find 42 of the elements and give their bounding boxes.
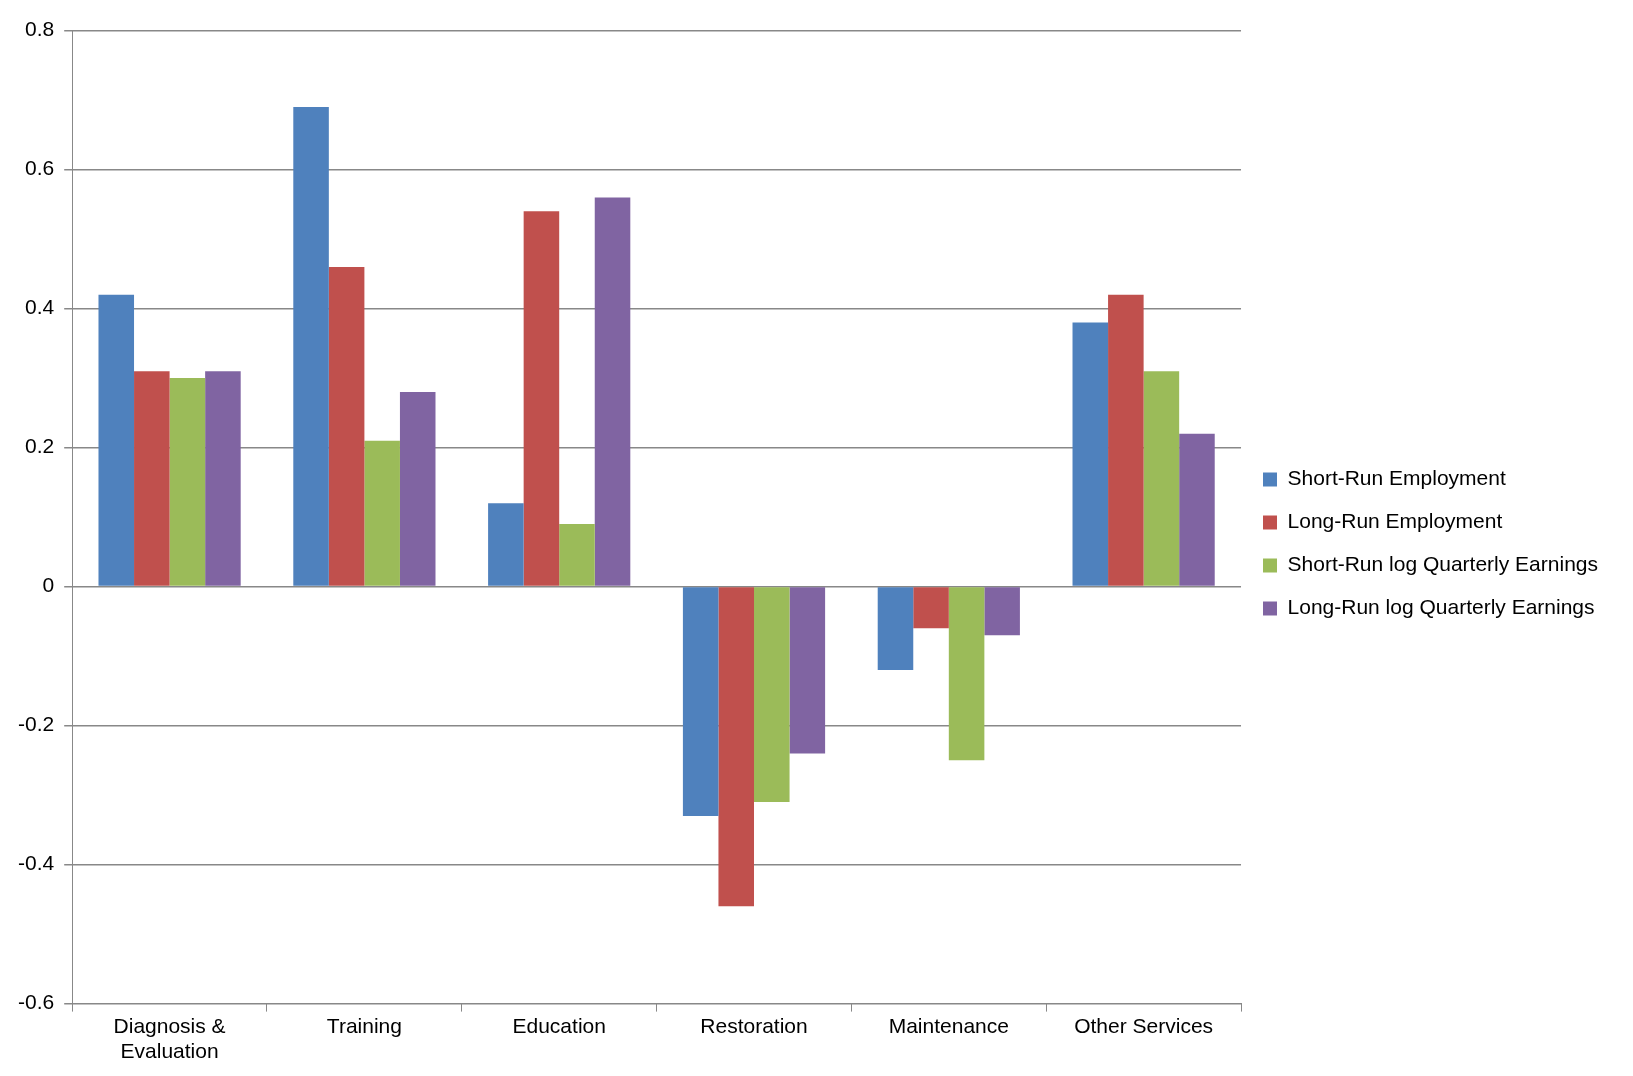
legend-label: Short-Run Employment bbox=[1287, 466, 1506, 490]
bar bbox=[364, 440, 400, 586]
y-tick-label: -0.2 bbox=[18, 712, 55, 736]
bar bbox=[1072, 322, 1109, 586]
bar bbox=[1179, 433, 1215, 586]
x-tick-label: Education bbox=[512, 1014, 606, 1037]
bar bbox=[1143, 371, 1180, 586]
bar bbox=[559, 524, 595, 586]
bar bbox=[1108, 294, 1144, 586]
y-tick-label: 0.8 bbox=[24, 17, 55, 41]
bar bbox=[328, 266, 365, 586]
bar bbox=[169, 378, 206, 586]
y-tick-label: -0.4 bbox=[18, 851, 55, 875]
bar bbox=[913, 587, 949, 629]
bar bbox=[984, 587, 1020, 636]
y-tick-label: 0.2 bbox=[24, 434, 55, 458]
legend-label: Long-Run log Quarterly Earnings bbox=[1287, 595, 1595, 619]
bar bbox=[754, 587, 790, 803]
x-tick-label: Restoration bbox=[700, 1014, 808, 1037]
bar bbox=[98, 294, 135, 586]
bar bbox=[205, 371, 241, 586]
bar bbox=[877, 587, 914, 670]
legend-label: Short-Run log Quarterly Earnings bbox=[1287, 552, 1599, 576]
x-tick-label: Training bbox=[326, 1014, 402, 1037]
bar bbox=[399, 392, 436, 586]
bar bbox=[293, 107, 329, 586]
x-tick-label: Maintenance bbox=[888, 1014, 1009, 1037]
bar bbox=[594, 197, 631, 586]
bar bbox=[789, 587, 826, 754]
bar bbox=[523, 211, 560, 586]
y-tick-label: -0.6 bbox=[18, 990, 55, 1014]
y-tick-label: 0.6 bbox=[24, 156, 55, 180]
bar bbox=[948, 587, 985, 761]
bar bbox=[488, 503, 524, 586]
bar bbox=[718, 587, 755, 907]
legend-label: Long-Run Employment bbox=[1287, 509, 1503, 533]
x-tick-label: Other Services bbox=[1074, 1014, 1214, 1037]
bar bbox=[134, 371, 170, 586]
y-tick-label: 0.4 bbox=[24, 295, 55, 319]
y-tick-label: 0 bbox=[42, 573, 55, 597]
bar bbox=[682, 587, 719, 816]
x-tick-label: Diagnosis & Evaluation bbox=[113, 1014, 226, 1063]
